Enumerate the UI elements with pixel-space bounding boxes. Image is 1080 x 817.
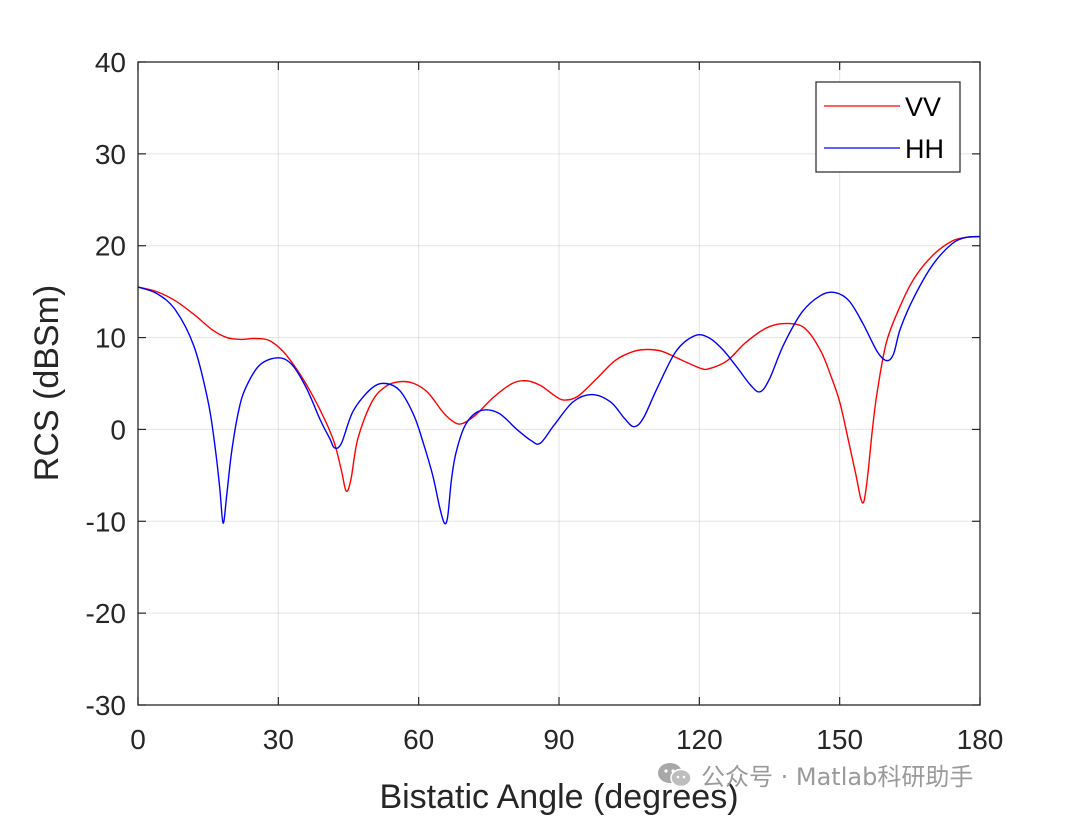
x-tick-label: 150 [816,724,863,755]
x-tick-label: 60 [403,724,434,755]
legend-box [815,81,961,173]
legend-label-vv: VV [905,92,941,122]
y-tick-label: -20 [86,598,126,629]
series-line-hh [137,235,981,525]
y-tick-label: -10 [86,506,126,537]
y-tick-label: 10 [95,323,126,354]
legend: VV HH [815,81,961,173]
watermark: 公众号 · Matlab科研助手 [655,757,973,792]
x-tick-label: 120 [676,724,723,755]
axis-ticks [137,61,981,706]
x-tick-labels: 0 30 60 90 120 150 180 [130,724,1003,755]
x-tick-label: 90 [543,724,574,755]
series-line-vv [137,235,981,504]
legend-label-hh: HH [905,134,944,164]
y-axis-label: RCS (dBSm) [28,285,66,481]
y-tick-label: 30 [95,139,126,170]
y-tick-label: 40 [95,47,126,78]
x-tick-label: 180 [957,724,1004,755]
watermark-text: 公众号 · Matlab科研助手 [701,763,974,791]
y-tick-label: 0 [110,414,126,445]
wechat-icon [658,762,692,787]
y-tick-label: -30 [86,690,126,721]
x-tick-label: 30 [263,724,294,755]
x-tick-label: 0 [130,724,146,755]
y-tick-label: 20 [95,231,126,262]
series-layer [137,235,981,525]
grid-vertical-lines [277,62,841,705]
y-tick-labels: -30 -20 -10 0 10 20 30 40 [86,47,126,721]
